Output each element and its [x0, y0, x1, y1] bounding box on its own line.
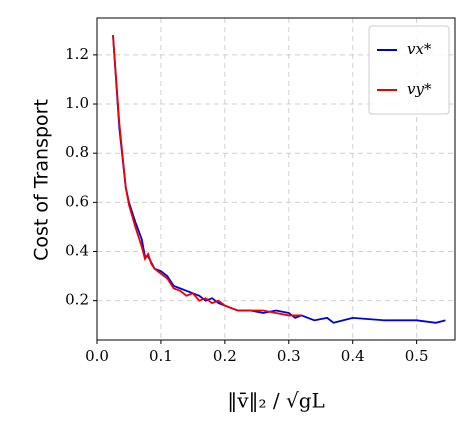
legend-label: vy* [407, 80, 432, 98]
legend-box [368, 25, 450, 115]
x-tick-label: 0.3 [277, 347, 301, 365]
x-tick-label: 0.4 [341, 347, 365, 365]
legend-label: vx* [407, 40, 432, 58]
y-tick-label: 0.6 [65, 192, 89, 210]
series-line [112, 35, 302, 317]
x-tick-label: 0.2 [213, 347, 237, 365]
y-tick-label: 0.8 [65, 143, 89, 161]
y-tick-label: 0.2 [65, 291, 89, 309]
x-tick-label: 0.1 [149, 347, 173, 365]
x-tick-label: 0.5 [405, 347, 429, 365]
y-axis-label: Cost of Transport [31, 99, 53, 261]
plot-frame [96, 17, 456, 341]
y-tick-label: 0.4 [65, 242, 89, 260]
x-axis-label: ‖v̄‖₂ / √gL [227, 389, 325, 414]
y-tick-label: 1.0 [65, 94, 89, 112]
x-tick-label: 0.0 [85, 347, 109, 365]
y-tick-label: 1.2 [65, 45, 89, 63]
